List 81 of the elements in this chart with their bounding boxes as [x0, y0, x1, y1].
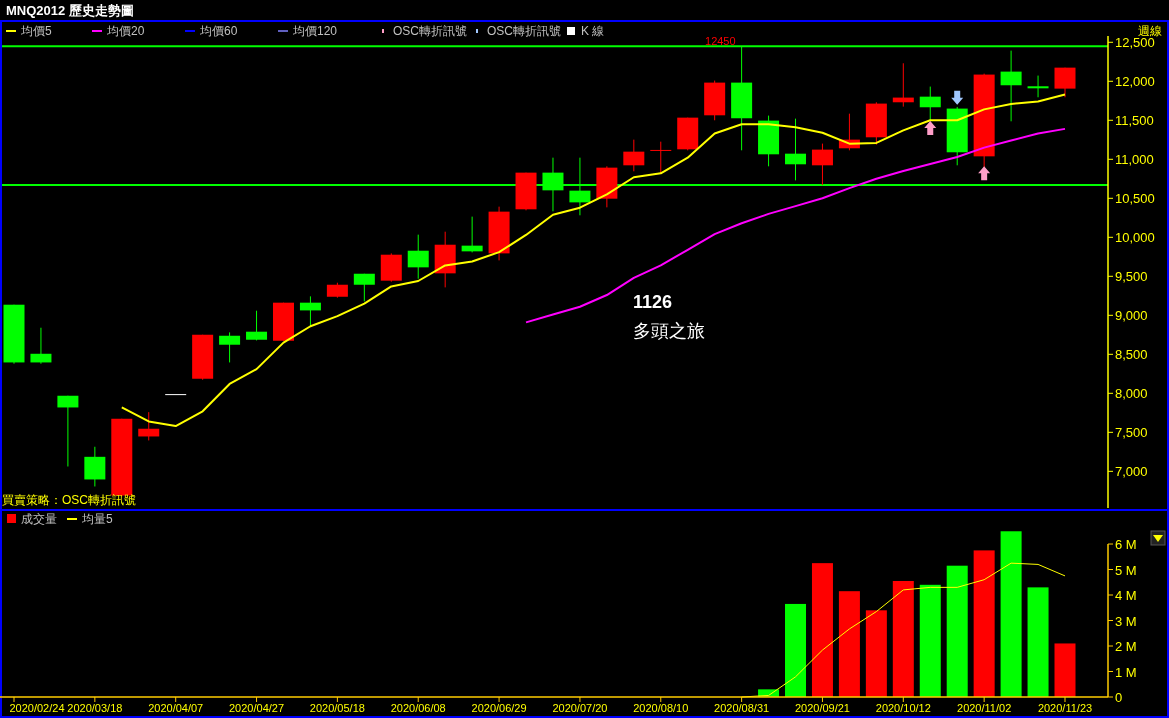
- y-tick-label: 1 M: [1115, 664, 1137, 680]
- x-tick-label: 2020/11/02: [957, 702, 1012, 714]
- candlestick: [57, 395, 79, 467]
- y-tick-label: 9,500: [1115, 269, 1148, 285]
- candlestick: [30, 327, 52, 365]
- bar: [946, 565, 968, 697]
- candlestick: [623, 139, 645, 172]
- bar: [973, 550, 995, 697]
- legend-label: K 線: [581, 24, 605, 38]
- line-series: [525, 127, 1066, 324]
- x-tick-label: 2020/10/12: [875, 702, 931, 714]
- legend-label: 均價120: [292, 24, 338, 38]
- bar: [811, 563, 833, 697]
- x-tick-label: 2020/06/08: [390, 702, 446, 714]
- x-tick-label: 2020/02/24: [9, 702, 65, 714]
- y-tick-label: 7,500: [1115, 425, 1148, 441]
- candlestick: [407, 234, 429, 280]
- candlestick: [299, 295, 321, 328]
- legend-label: OSC轉折訊號: [393, 24, 468, 38]
- bar: [919, 584, 941, 697]
- candlestick: [84, 446, 106, 487]
- bar: [1027, 587, 1049, 697]
- x-tick-label: 2020/08/10: [633, 702, 689, 714]
- annotation: 多頭之旅: [633, 321, 705, 341]
- candlestick: [1027, 75, 1049, 98]
- line-series: [120, 93, 1066, 428]
- x-tick-label: 2020/04/27: [229, 702, 285, 714]
- bar: [838, 591, 860, 697]
- y-tick-label: 12,500: [1115, 35, 1155, 51]
- y-tick-label: 9,000: [1115, 308, 1148, 324]
- bar: [1054, 643, 1076, 697]
- y-tick-label: 11,000: [1115, 152, 1154, 168]
- candlestick: [1000, 50, 1022, 122]
- x-tick-label: 2020/04/07: [148, 702, 204, 714]
- y-tick-label: 4 M: [1115, 588, 1137, 604]
- y-tick-label: 3 M: [1115, 613, 1137, 629]
- legend-label: 均價60: [199, 24, 238, 38]
- x-tick-label: 2020/05/18: [309, 702, 365, 714]
- candlestick: [811, 143, 833, 186]
- y-tick-label: 11,500: [1115, 113, 1154, 129]
- legend-label: OSC轉折訊號: [487, 24, 562, 38]
- y-tick-label: 5 M: [1115, 562, 1137, 578]
- annotation: 1126: [633, 292, 673, 312]
- y-tick-label: 8,500: [1115, 347, 1148, 363]
- x-tick-label: 2020/03/18: [67, 702, 123, 714]
- legend-label: 均價20: [106, 24, 145, 38]
- bar: [865, 610, 887, 697]
- candlestick: [650, 141, 672, 175]
- annotation: 12450: [705, 35, 736, 48]
- y-tick-label: 10,000: [1115, 230, 1155, 246]
- candlestick: [919, 86, 941, 122]
- y-tick-label: 7,000: [1115, 464, 1148, 480]
- bar: [785, 603, 807, 697]
- annotation: 買賣策略：OSC轉折訊號: [2, 493, 137, 507]
- point: [924, 121, 937, 136]
- y-axis-title: 週線: [1138, 24, 1162, 38]
- point: [951, 90, 964, 105]
- y-tick-label: 2 M: [1115, 639, 1137, 655]
- candlestick: [138, 411, 160, 441]
- legend-label: 均量5: [81, 512, 113, 526]
- candlestick: [1054, 67, 1076, 98]
- bar: [892, 580, 914, 697]
- y-tick-label: 12,000: [1115, 74, 1155, 90]
- point: [978, 166, 991, 181]
- candlestick: [246, 310, 268, 341]
- candlestick: [219, 331, 241, 363]
- x-tick-label: 2020/07/20: [552, 702, 608, 714]
- x-tick-label: 2020/11/23: [1037, 702, 1093, 714]
- candlestick: [353, 273, 375, 302]
- chart-title: MNQ2012 歷史走勢圖: [6, 3, 134, 18]
- y-tick-label: 6 M: [1115, 537, 1137, 553]
- y-tick-label: 0: [1115, 690, 1123, 705]
- bar: [1000, 531, 1022, 697]
- legend-label: 成交量: [21, 512, 57, 526]
- x-tick-label: 2020/08/31: [714, 702, 770, 714]
- candlestick: [785, 118, 807, 181]
- x-tick-label: 2020/06/29: [471, 702, 527, 714]
- legend-label: 均價5: [20, 24, 52, 38]
- x-tick-label: 2020/09/21: [794, 702, 850, 714]
- y-tick-label: 10,500: [1115, 191, 1155, 207]
- y-tick-label: 8,000: [1115, 386, 1148, 402]
